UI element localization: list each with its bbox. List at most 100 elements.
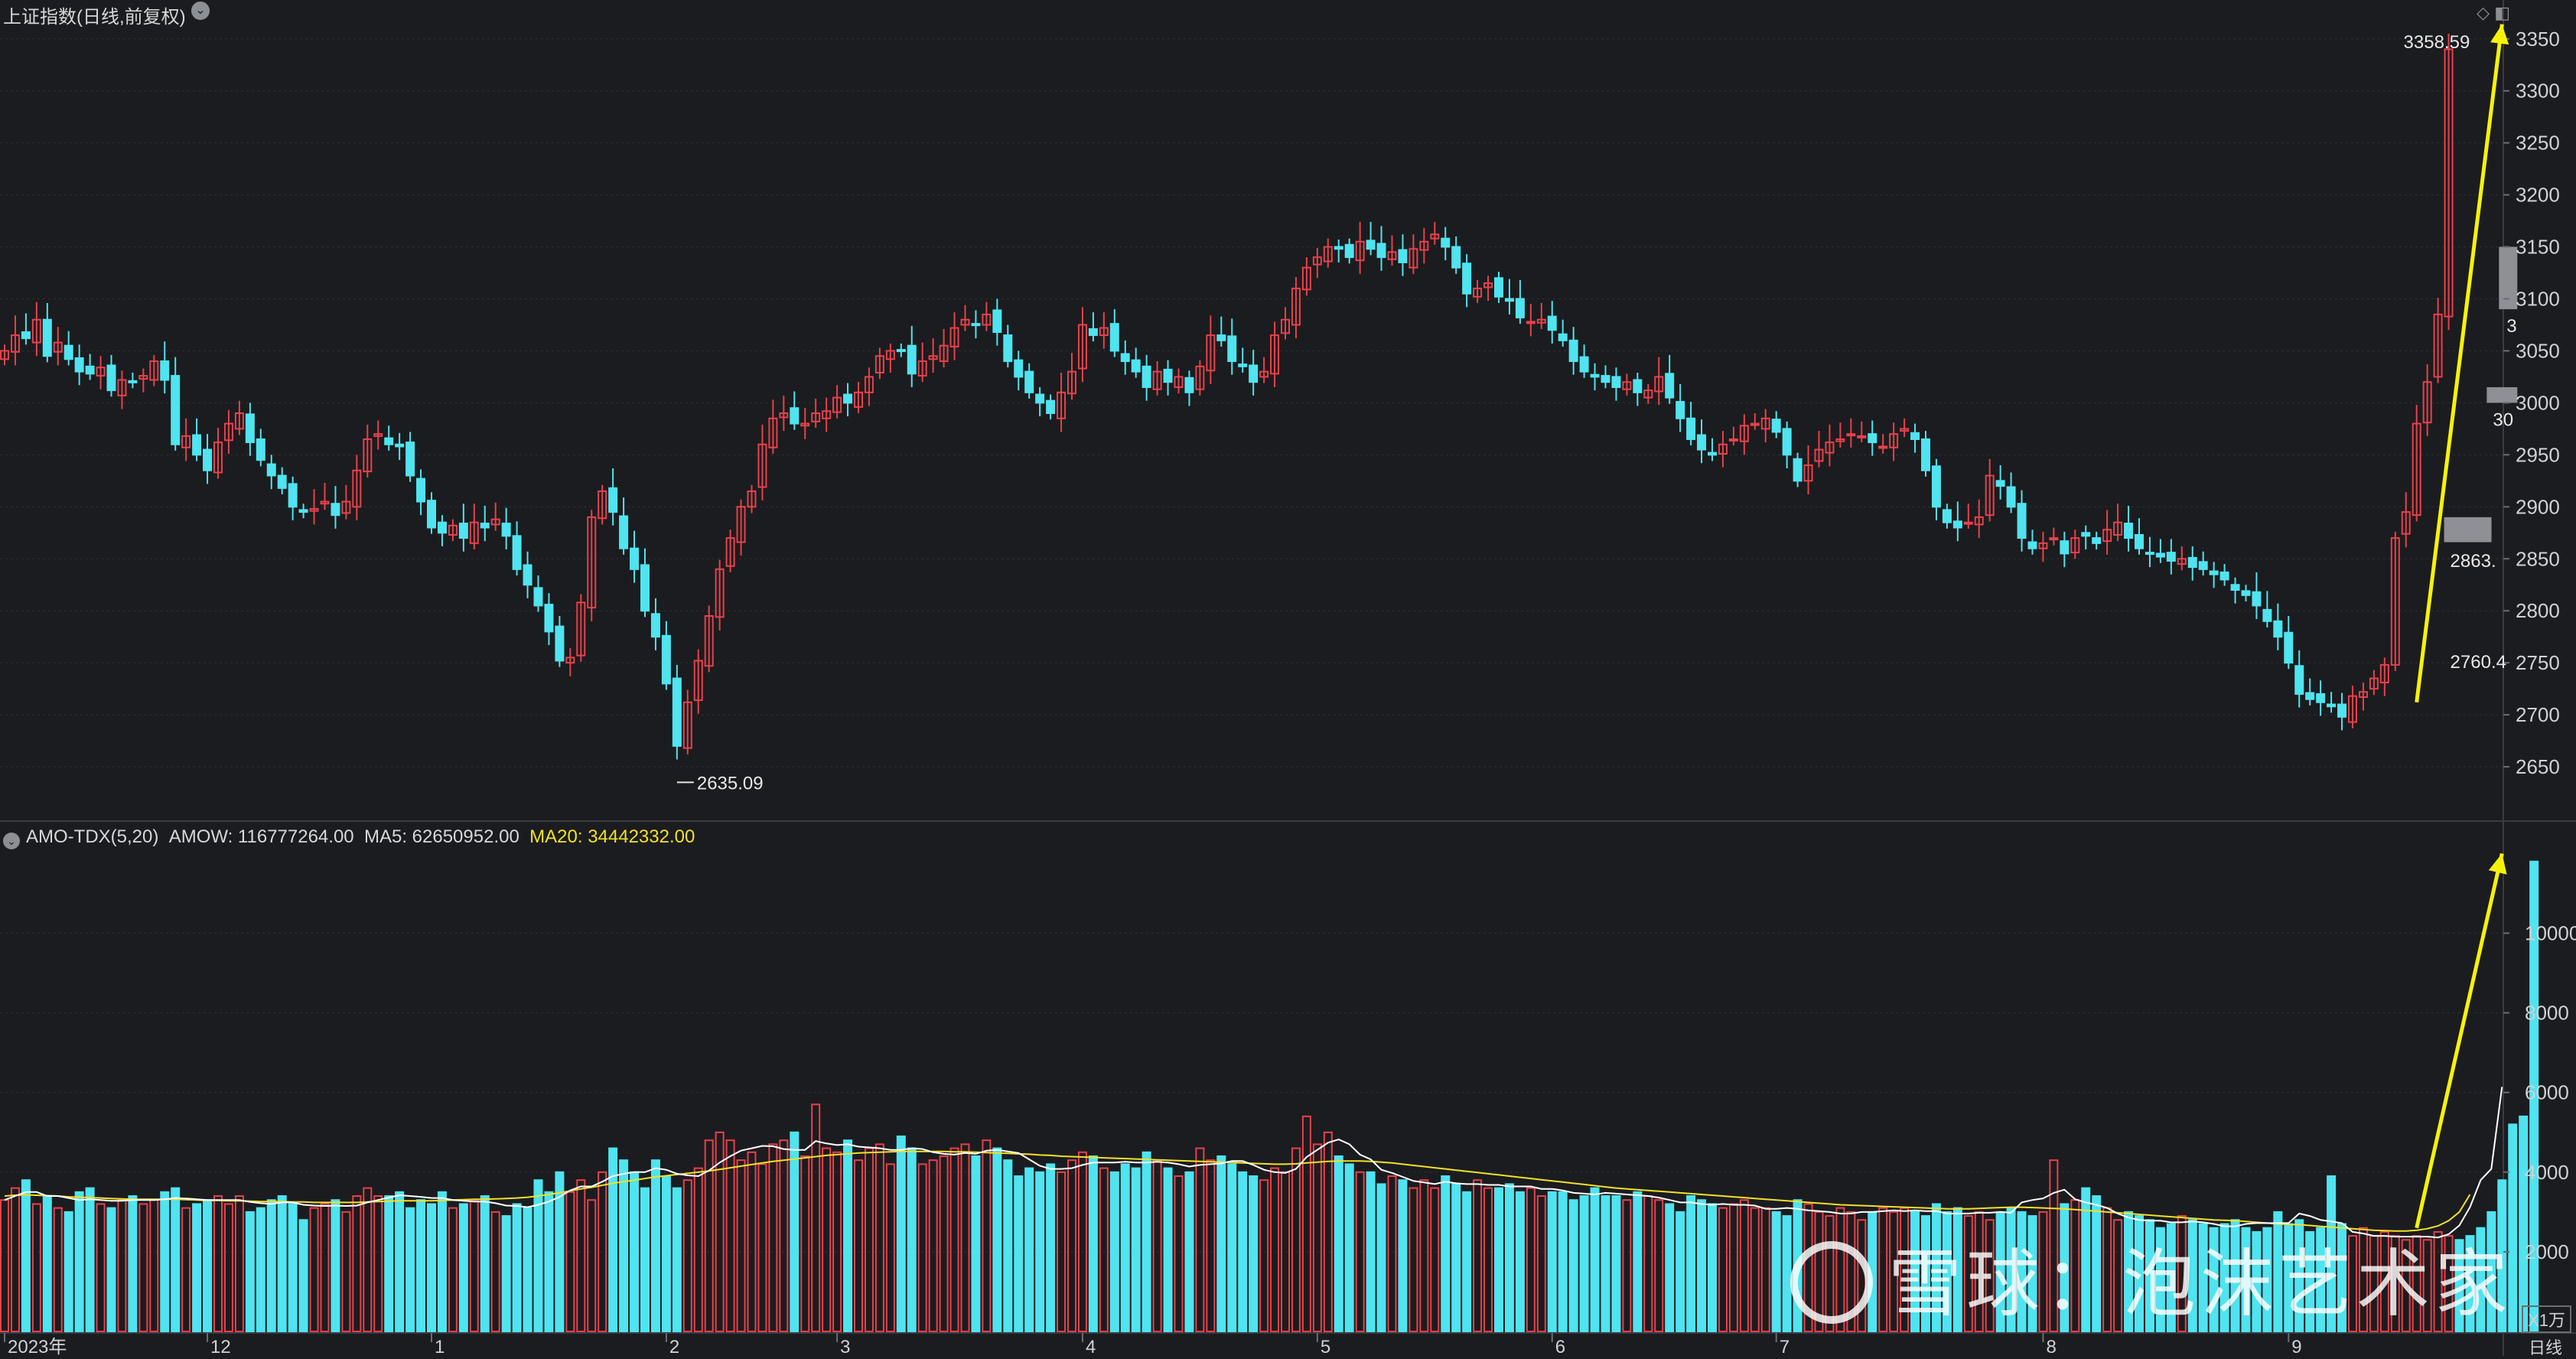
volume-bar (2252, 1230, 2262, 1333)
volume-bar (885, 1163, 895, 1332)
volume-bar (480, 1195, 490, 1333)
volume-bar (1046, 1163, 1056, 1332)
candle-body (725, 537, 735, 567)
candle-body (2006, 486, 2016, 508)
candle-body (0, 350, 9, 360)
date-tick-label: 2023年 (8, 1337, 67, 1356)
chevron-down-icon[interactable]: ⌄ (3, 833, 20, 849)
volume-bar (1483, 1187, 1493, 1332)
volume-bar (917, 1163, 927, 1332)
price-annotation: 30 (2493, 409, 2513, 430)
volume-bar (512, 1203, 522, 1332)
volume-bar (768, 1143, 778, 1333)
period-label[interactable]: 日线 (2528, 1338, 2562, 1357)
volume-bar (1195, 1147, 1205, 1332)
candle-body (458, 523, 468, 539)
candle-body (149, 360, 159, 381)
candle-body (1793, 458, 1803, 482)
volume-bar (10, 1187, 20, 1332)
volume-bar (1697, 1199, 1707, 1332)
volume-bar (640, 1187, 650, 1332)
volume-bar (715, 1131, 725, 1333)
volume-bar (331, 1199, 340, 1332)
volume-bar (1291, 1147, 1301, 1332)
candle-body (960, 318, 970, 326)
candle-body (598, 490, 607, 520)
volume-bar (1942, 1211, 1952, 1332)
candle-body (800, 422, 810, 427)
volume-bar (2444, 1235, 2454, 1332)
candle-body (96, 367, 106, 377)
candle-body (106, 364, 116, 392)
candle-body (1760, 417, 1770, 430)
volume-bar (1227, 1163, 1237, 1332)
volume-bar (1952, 1207, 1962, 1333)
volume-bar (416, 1199, 426, 1332)
volume-bar (1109, 1171, 1119, 1332)
candle-body (288, 483, 298, 508)
candle-body (2348, 695, 2357, 723)
volume-bar (256, 1207, 265, 1333)
price-tick-label: 3050 (2516, 339, 2560, 362)
diamond-icon[interactable]: ◇ (2477, 3, 2490, 22)
volume-bar (2081, 1187, 2091, 1332)
volume-trend-arrow-head (2488, 853, 2507, 875)
candle-body (2369, 677, 2379, 690)
volume-bar (1739, 1199, 1749, 1332)
candle-body (1312, 256, 1322, 266)
volume-bar (1035, 1171, 1045, 1332)
price-tick-label: 2950 (2516, 443, 2560, 466)
candle-body (790, 407, 800, 425)
candle-body (2252, 591, 2262, 607)
volume-bar (1238, 1171, 1248, 1332)
candle-body (437, 521, 447, 534)
candle-body (2027, 541, 2037, 549)
volume-bar (2241, 1227, 2251, 1332)
volume-bar (1057, 1171, 1067, 1332)
candle-body (630, 547, 640, 570)
volume-bar (757, 1163, 767, 1332)
candle-body (1568, 339, 1578, 363)
window-icon[interactable]: ◧ (2494, 3, 2510, 22)
candle-body (1355, 240, 1365, 262)
volume-bar (1633, 1191, 1643, 1333)
volume-bar (1376, 1183, 1386, 1333)
candle-body (469, 521, 479, 544)
candle-body (1216, 334, 1226, 341)
candle-body (2316, 693, 2326, 703)
volume-bar (1771, 1211, 1781, 1332)
candle-body (2401, 511, 2411, 535)
volume-bar (2135, 1215, 2144, 1332)
chevron-down-icon[interactable]: ⌄ (191, 2, 210, 20)
candle-body (363, 438, 373, 473)
candle-body (352, 469, 362, 508)
candle-body (128, 380, 138, 383)
volume-bar (576, 1179, 586, 1333)
candle-body (1334, 246, 1343, 250)
volume-bar (1878, 1207, 1888, 1333)
candle-body (298, 509, 308, 513)
candle-body (2102, 529, 2112, 543)
volume-bar (2187, 1219, 2197, 1333)
candle-body (2444, 48, 2454, 318)
gap-box (2499, 246, 2518, 310)
volume-bar (1622, 1199, 1632, 1332)
volume-bar (704, 1139, 714, 1332)
price-tick-label: 3100 (2516, 288, 2560, 311)
candle-body (917, 360, 927, 377)
candle-body (587, 516, 597, 609)
candle-body (2144, 552, 2154, 556)
candle-body (1088, 328, 1098, 337)
candle-body (223, 422, 233, 442)
candle-body (309, 508, 319, 512)
volume-axis: 2000 4000 6000 8000 10000 (2503, 922, 2576, 1263)
candle-body (1398, 249, 1408, 263)
candle-body (1654, 376, 1664, 393)
candle-body (266, 463, 276, 477)
volume-bar (1504, 1183, 1514, 1333)
top-right-icons[interactable]: ◇ ◧ (2477, 3, 2510, 23)
candle-body (2113, 521, 2123, 536)
volume-bar (1590, 1187, 1600, 1332)
volume-bar (2060, 1203, 2070, 1332)
